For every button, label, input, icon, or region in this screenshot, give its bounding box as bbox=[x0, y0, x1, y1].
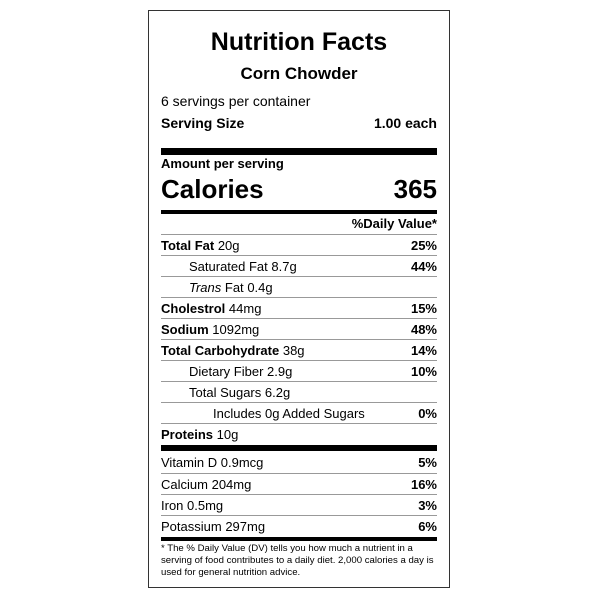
daily-value-header: %Daily Value* bbox=[351, 216, 437, 231]
nutrient-label: Sodium 1092mg bbox=[161, 319, 259, 339]
serving-size-value: 1.00 each bbox=[373, 115, 437, 131]
nutrient-amount: 44mg bbox=[228, 301, 262, 316]
nutrient-name-suffix: Fat bbox=[224, 280, 244, 295]
nutrient-name: Proteins bbox=[161, 427, 214, 442]
nutrient-name: Dietary Fiber bbox=[189, 364, 264, 379]
calories-value: 365 bbox=[393, 174, 437, 204]
daily-value-footnote: * The % Daily Value (DV) tells you how m… bbox=[161, 543, 434, 578]
nutrient-label: Total Sugars 6.2g bbox=[161, 382, 290, 402]
vitamin-amount: 0.5mg bbox=[187, 498, 224, 513]
nutrient-row-added-sugars: Includes 0g Added Sugars 0% bbox=[161, 402, 437, 423]
nutrient-label: Proteins 10g bbox=[161, 424, 238, 444]
nutrient-label: Total Carbohydrate 38g bbox=[161, 340, 305, 360]
nutrient-name: Total Carbohydrate bbox=[161, 343, 280, 358]
footnote-divider bbox=[161, 537, 437, 541]
nutrient-row-total-carbohydrate: Total Carbohydrate 38g 14% bbox=[161, 339, 437, 360]
serving-size-row: Serving Size 1.00 each bbox=[161, 114, 437, 132]
nutrient-name: Saturated Fat bbox=[189, 259, 268, 274]
amount-per-serving: Amount per serving bbox=[161, 156, 284, 171]
nutrient-amount: 1092mg bbox=[212, 322, 260, 337]
nutrient-amount: 6.2g bbox=[264, 385, 291, 400]
nutrient-row-total-sugars: Total Sugars 6.2g bbox=[161, 381, 437, 402]
nutrient-row-saturated-fat: Saturated Fat 8.7g 44% bbox=[161, 255, 437, 276]
vitamin-row-iron: Iron 0.5mg 3% bbox=[161, 494, 437, 515]
nutrient-amount: 10g bbox=[216, 427, 239, 442]
nutrient-label: Includes 0g Added Sugars bbox=[161, 403, 365, 423]
servings-per-container: 6 servings per container bbox=[161, 93, 311, 109]
nutrient-dv: 25% bbox=[410, 238, 437, 253]
vitamin-dv: 5% bbox=[418, 455, 437, 470]
serving-size-label: Serving Size bbox=[161, 115, 245, 131]
nutrient-row-trans-fat: Trans Fat 0.4g bbox=[161, 276, 437, 297]
nutrient-label: Cholestrol 44mg bbox=[161, 298, 261, 318]
vitamin-amount: 204mg bbox=[211, 477, 252, 492]
nutrient-name: Total Fat bbox=[161, 238, 215, 253]
label-title: Nutrition Facts bbox=[210, 28, 388, 56]
nutrition-facts-label: Nutrition Facts Corn Chowder 6 servings … bbox=[148, 10, 450, 588]
vitamin-name: Iron bbox=[161, 498, 184, 513]
nutrient-name: Sodium bbox=[161, 322, 209, 337]
nutrient-name: Includes 0g Added Sugars bbox=[213, 406, 365, 421]
label-content: Nutrition Facts Corn Chowder 6 servings … bbox=[161, 11, 437, 587]
thick-divider bbox=[161, 148, 437, 155]
calories-label: Calories bbox=[161, 174, 264, 204]
nutrient-row-sodium: Sodium 1092mg 48% bbox=[161, 318, 437, 339]
nutrient-amount: 20g bbox=[217, 238, 240, 253]
nutrient-label: Saturated Fat 8.7g bbox=[161, 256, 297, 276]
nutrient-amount: 2.9g bbox=[267, 364, 293, 379]
vitamin-amount: 297mg bbox=[225, 519, 266, 534]
nutrient-dv: 14% bbox=[410, 343, 437, 358]
nutrient-amount: 0.4g bbox=[247, 280, 273, 295]
vitamin-label: Iron 0.5mg bbox=[161, 495, 223, 515]
nutrient-dv: 48% bbox=[410, 322, 437, 337]
nutrient-name: Trans bbox=[189, 280, 222, 295]
vitamin-name: Vitamin D bbox=[161, 455, 218, 470]
vitamin-row-calcium: Calcium 204mg 16% bbox=[161, 473, 437, 494]
vitamin-label: Potassium 297mg bbox=[161, 516, 265, 536]
nutrient-label: Trans Fat 0.4g bbox=[161, 277, 273, 297]
nutrient-row-cholesterol: Cholestrol 44mg 15% bbox=[161, 297, 437, 318]
vitamin-dv: 16% bbox=[410, 477, 437, 492]
vitamin-name: Potassium bbox=[161, 519, 222, 534]
nutrient-label: Total Fat 20g bbox=[161, 235, 240, 255]
nutrient-dv: 0% bbox=[418, 406, 437, 421]
vitamin-dv: 6% bbox=[418, 519, 437, 534]
product-name: Corn Chowder bbox=[240, 64, 358, 83]
nutrient-amount: 38g bbox=[282, 343, 305, 358]
vitamin-dv: 3% bbox=[418, 498, 437, 513]
vitamin-row-potassium: Potassium 297mg 6% bbox=[161, 515, 437, 536]
vitamin-amount: 0.9mcg bbox=[220, 455, 264, 470]
nutrient-dv: 15% bbox=[410, 301, 437, 316]
nutrient-name: Total Sugars bbox=[189, 385, 262, 400]
medium-divider bbox=[161, 210, 437, 214]
thick-divider-vitamins bbox=[161, 445, 437, 451]
nutrient-row-total-fat: Total Fat 20g 25% bbox=[161, 234, 437, 255]
nutrient-name: Cholestrol bbox=[161, 301, 226, 316]
nutrient-row-dietary-fiber: Dietary Fiber 2.9g 10% bbox=[161, 360, 437, 381]
nutrient-row-proteins: Proteins 10g bbox=[161, 423, 437, 444]
vitamin-row-vitamin-d: Vitamin D 0.9mcg 5% bbox=[161, 452, 437, 473]
nutrient-amount: 8.7g bbox=[271, 259, 297, 274]
nutrient-label: Dietary Fiber 2.9g bbox=[161, 361, 292, 381]
nutrient-dv: 44% bbox=[410, 259, 437, 274]
vitamin-name: Calcium bbox=[161, 477, 208, 492]
vitamin-label: Vitamin D 0.9mcg bbox=[161, 452, 263, 473]
calories-row: Calories 365 bbox=[161, 173, 437, 205]
nutrient-dv: 10% bbox=[410, 364, 437, 379]
vitamin-label: Calcium 204mg bbox=[161, 474, 251, 494]
